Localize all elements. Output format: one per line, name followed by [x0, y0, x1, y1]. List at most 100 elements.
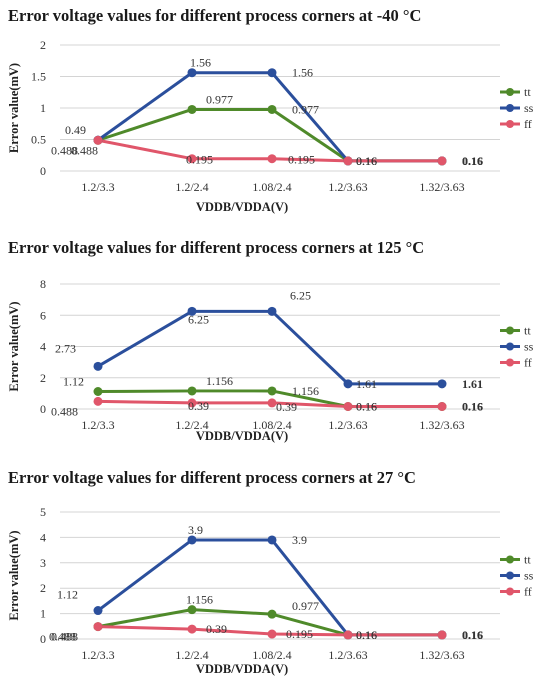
data-label: 1.61 — [462, 377, 483, 391]
x-tick-label: 1.2/3.3 — [81, 180, 114, 194]
data-point-ss — [343, 379, 353, 389]
y-tick-label: 3 — [40, 556, 46, 570]
data-label: 1.61 — [356, 377, 377, 391]
data-label: 0.16 — [356, 628, 377, 642]
x-tick-label: 1.2/3.63 — [328, 180, 367, 194]
x-tick-label: 1.32/3.63 — [419, 180, 464, 194]
data-label: 0.488 — [49, 630, 76, 644]
data-label: 0.977 — [292, 599, 319, 613]
x-tick-label: 1.2/3.3 — [81, 418, 114, 432]
data-label: 0.16 — [462, 628, 483, 642]
x-axis-label: VDDB/VDDA(V) — [196, 662, 288, 676]
legend-label-tt: tt — [524, 553, 531, 567]
data-point-tt — [93, 387, 103, 396]
data-label: 3.9 — [292, 533, 307, 547]
y-tick-label: 1 — [40, 607, 46, 621]
data-label: 0.16 — [356, 628, 377, 642]
x-tick-label: 1.08/2.4 — [252, 180, 291, 194]
y-tick-label: 4 — [40, 530, 46, 544]
legend-label-ss: ss — [524, 569, 534, 583]
x-tick-label: 1.08/2.4 — [252, 418, 291, 432]
series-line-tt — [97, 107, 442, 163]
data-point-ss — [267, 68, 277, 78]
data-label: 0.488 — [51, 404, 78, 418]
data-label: 0.195 — [186, 153, 213, 167]
chart-panel-27: Error voltage values for different proce… — [0, 462, 550, 683]
chart-plot: 0 2 4 6 8 1.2/3.3 1.2/2.4 1.08/2.4 1.2/3.63 1.32/… — [7, 277, 534, 443]
data-label: 0.16 — [356, 154, 377, 168]
data-point-ss — [187, 68, 197, 78]
data-label: 0.16 — [356, 400, 377, 414]
data-label: 0.16 — [356, 154, 377, 168]
legend-marker-ss — [506, 104, 514, 112]
y-tick-label: 0 — [40, 402, 46, 416]
chart-plot: 0 0.5 1 1.5 2 1.2/3.3 1.2/2.4 1.08/2.4 1.2/3.63 1… — [7, 38, 534, 214]
data-label: 0.977 — [206, 92, 233, 106]
x-tick-label: 1.2/2.4 — [175, 180, 208, 194]
data-point-ff — [343, 402, 353, 411]
data-label: 0.49 — [65, 123, 86, 137]
data-point-ff — [187, 398, 197, 408]
data-point-ff — [187, 624, 197, 634]
data-label: 0.16 — [462, 400, 483, 414]
series-line-ss — [97, 538, 442, 637]
data-label: 1.56 — [190, 56, 211, 70]
data-point-ff — [437, 630, 447, 640]
data-label: 0.16 — [462, 154, 483, 168]
y-tick-label: 8 — [40, 277, 46, 291]
data-label: 3.9 — [188, 523, 203, 537]
y-axis-label: Error value(mV) — [7, 301, 21, 391]
chart-title: Error voltage values for different proce… — [8, 6, 422, 25]
data-label: 0.977 — [292, 102, 319, 116]
data-label: 2.73 — [55, 341, 76, 355]
data-label: 0.16 — [462, 400, 483, 414]
data-point-ff — [343, 630, 353, 640]
data-point-ff — [187, 154, 197, 164]
y-tick-label: 0 — [40, 632, 46, 646]
data-label: 1.156 — [206, 374, 233, 388]
data-label: 1.12 — [57, 588, 78, 602]
data-point-ff — [267, 154, 277, 164]
x-axis-label: VDDB/VDDA(V) — [196, 200, 288, 214]
legend-marker-ff — [506, 358, 514, 367]
data-point-tt — [267, 104, 277, 114]
legend-marker-ff — [506, 120, 514, 128]
data-point-ff — [93, 396, 103, 406]
data-label: 0.488 — [71, 143, 98, 157]
data-point-ff — [267, 629, 277, 639]
y-axis-label: Error value(mV) — [7, 530, 21, 620]
data-point-ff — [93, 135, 103, 145]
data-point-ss — [187, 306, 197, 316]
legend-label-ss: ss — [524, 101, 534, 115]
data-point-ss — [93, 361, 103, 371]
y-tick-label: 2 — [40, 371, 46, 385]
legend-label-ff: ff — [524, 117, 532, 131]
data-point-ff — [93, 622, 103, 632]
data-point-ss — [93, 606, 103, 616]
data-point-ss — [267, 535, 277, 545]
legend-label-ff: ff — [524, 585, 532, 599]
data-point-tt — [187, 104, 197, 114]
data-label: 0.16 — [356, 154, 377, 168]
data-label: 0.16 — [462, 154, 483, 168]
x-tick-label: 1.32/3.63 — [419, 648, 464, 662]
x-tick-label: 1.08/2.4 — [252, 648, 291, 662]
data-point-tt — [267, 609, 277, 619]
data-point-ss — [267, 306, 277, 316]
x-tick-label: 1.2/3.63 — [328, 648, 367, 662]
data-point-tt — [267, 386, 277, 396]
data-point-ss — [187, 535, 197, 545]
data-point-tt — [187, 605, 197, 615]
legend-label-ss: ss — [524, 340, 534, 354]
data-point-ff — [267, 398, 277, 408]
y-tick-label: 2 — [40, 581, 46, 595]
y-tick-label: 4 — [40, 340, 46, 354]
data-label: 0.488 — [51, 143, 78, 157]
legend-marker-tt — [506, 88, 514, 96]
data-label: 1.156 — [186, 593, 213, 607]
y-tick-label: 5 — [40, 505, 46, 519]
x-tick-label: 1.2/3.3 — [81, 648, 114, 662]
series-line-ss — [97, 309, 442, 386]
legend-marker-ss — [506, 342, 514, 351]
legend-label-tt: tt — [524, 324, 531, 338]
